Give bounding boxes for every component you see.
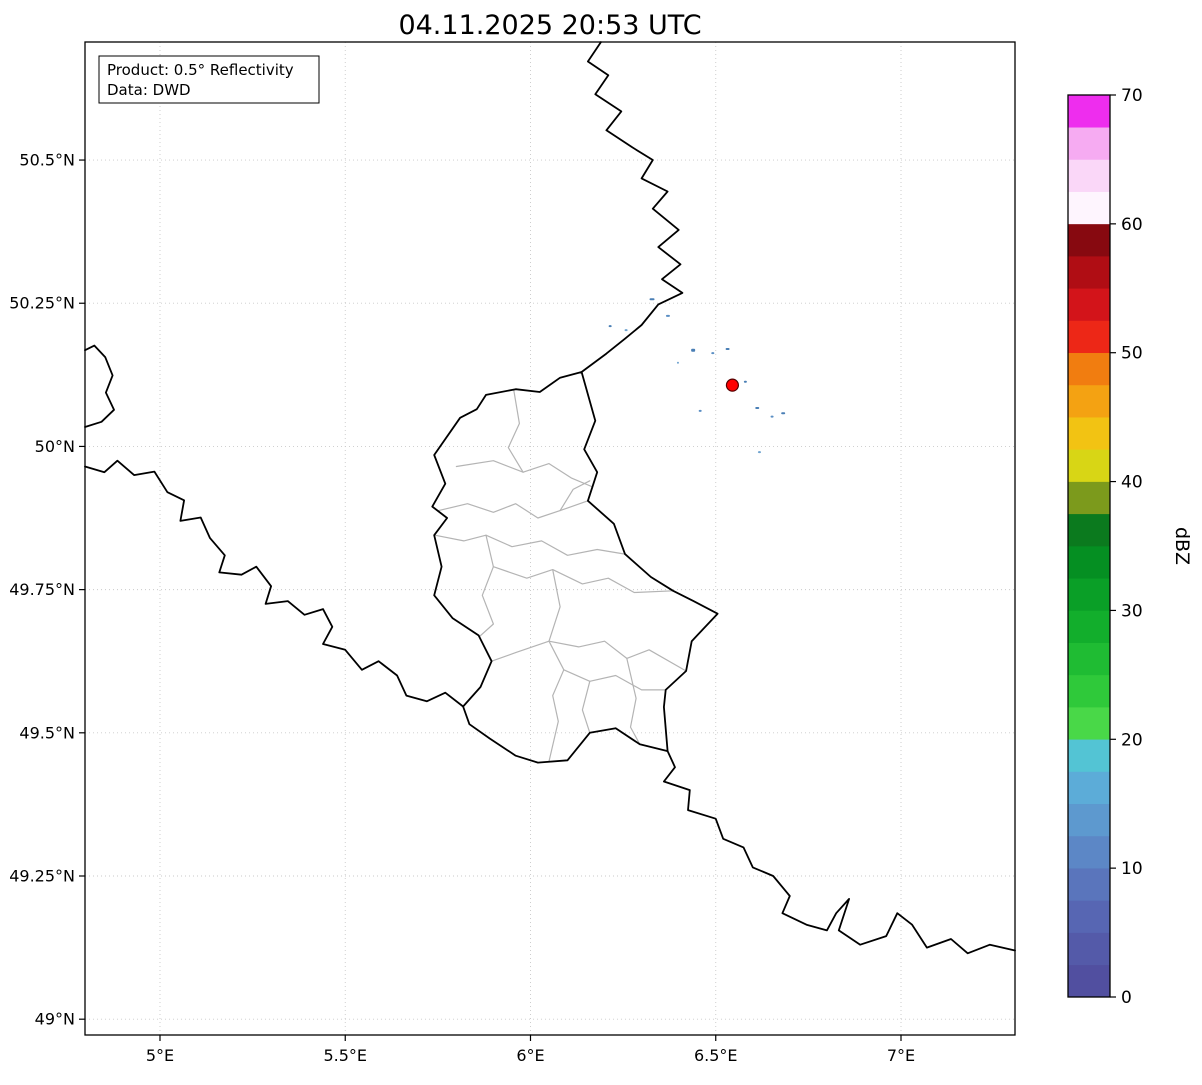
district-border-path (492, 566, 674, 594)
colorbar-tick-label: 0 (1121, 988, 1132, 1008)
colorbar-segment (1068, 126, 1110, 160)
colorbar-segment (1068, 352, 1110, 386)
y-tick-label: 50°N (35, 437, 75, 456)
colorbar-segment (1068, 513, 1110, 547)
precip-echo-speck (770, 415, 774, 418)
country-borders-layer (84, 41, 1016, 955)
x-tick-label: 6.5°E (694, 1046, 738, 1065)
district-border-path (581, 680, 591, 734)
colorbar-segment (1068, 191, 1110, 225)
y-tick-label: 49.25°N (9, 867, 75, 886)
colorbar-axis: 0 10 20 30 40 50 60 70 (1110, 86, 1143, 1008)
plot-frame (84, 41, 1016, 1036)
grid-layer (85, 42, 1015, 1035)
colorbar-segment (1068, 94, 1110, 128)
colorbar-tick-label: 30 (1121, 601, 1143, 621)
colorbar-tick-label: 60 (1121, 215, 1143, 235)
country-border-france-belgium (84, 459, 465, 708)
precip-echo-speck (624, 329, 628, 332)
country-border-luxembourg (431, 371, 719, 764)
colorbar-segment (1068, 835, 1110, 869)
colorbar-segment (1068, 738, 1110, 772)
y-tick-label: 49°N (35, 1010, 75, 1029)
x-tick-label: 5.5°E (323, 1046, 367, 1065)
colorbar-segments (1068, 94, 1110, 998)
colorbar-segment (1068, 255, 1110, 289)
precip-echo-speck (781, 412, 786, 415)
district-border-path (434, 534, 626, 556)
district-border-path (548, 640, 687, 672)
radar-site-layer (725, 378, 740, 392)
district-border-path (559, 480, 591, 512)
colorbar-tick-label: 50 (1121, 344, 1143, 364)
legend-product-line: Product: 0.5° Reflectivity (107, 61, 294, 79)
x-tick-label: 7°E (887, 1046, 915, 1065)
colorbar-segment (1068, 803, 1110, 837)
colorbar-segment (1068, 771, 1110, 805)
y-tick-label: 49.75°N (9, 580, 75, 599)
y-tick-label: 49.5°N (19, 723, 75, 742)
district-border-path (626, 657, 641, 745)
colorbar-segment (1068, 416, 1110, 450)
district-border-path (491, 640, 550, 662)
y-tick-label: 50.25°N (9, 294, 75, 313)
colorbar-segment (1068, 706, 1110, 740)
precip-echo-speck (725, 348, 730, 351)
colorbar-segment (1068, 642, 1110, 676)
colorbar-segment (1068, 449, 1110, 482)
colorbar-segment (1068, 674, 1110, 708)
district-border-path (563, 669, 667, 691)
precip-echo-speck (649, 298, 655, 301)
precip-echo-speck (757, 451, 761, 454)
precip-echo-speck (698, 409, 702, 412)
precip-echo-speck (691, 348, 696, 352)
y-axis: 50.5°N 50.25°N 50°N 49.75°N 49.5°N 49.25°N 49°… (9, 151, 85, 1029)
colorbar-segment (1068, 867, 1110, 901)
colorbar-segment (1068, 223, 1110, 257)
x-tick-label: 5°E (146, 1046, 174, 1065)
figure-title: 04.11.2025 20:53 UTC (398, 10, 701, 41)
colorbar-tick-label: 20 (1121, 730, 1143, 750)
colorbar-tick-label: 40 (1121, 473, 1143, 493)
colorbar-segment (1068, 545, 1110, 579)
precip-echo-speck (755, 407, 760, 410)
colorbar-axis-label: dBZ (1171, 527, 1193, 565)
country-border-france-belgium-givet (84, 344, 115, 428)
x-axis: 5°E 5.5°E 6°E 6.5°E 7°E (146, 1035, 915, 1065)
colorbar-tick-label: 70 (1121, 86, 1143, 106)
legend-box (98, 55, 320, 104)
colorbar-segment (1068, 287, 1110, 321)
colorbar-segment (1068, 964, 1110, 998)
precipitation-layer (608, 298, 786, 454)
colorbar-segment (1068, 320, 1110, 354)
district-border-path (478, 534, 494, 638)
x-tick-label: 6°E (516, 1046, 544, 1065)
colorbar-segment (1068, 610, 1110, 643)
country-border-france-germany (663, 750, 1016, 955)
colorbar-segment (1068, 481, 1110, 515)
colorbar-segment (1068, 384, 1110, 418)
precip-echo-speck (665, 314, 670, 317)
district-borders-layer (434, 389, 687, 763)
precip-echo-speck (711, 352, 715, 355)
colorbar-segment (1068, 932, 1110, 966)
precip-echo-speck (676, 361, 679, 364)
district-border-path (438, 500, 589, 519)
country-border-belgium-germany (580, 41, 684, 373)
district-border-path (507, 389, 524, 473)
legend-data-source-line: Data: DWD (107, 81, 191, 99)
precip-echo-speck (608, 325, 612, 328)
y-tick-label: 50.5°N (19, 151, 75, 170)
precip-echo-speck (743, 380, 747, 383)
colorbar-segment (1068, 900, 1110, 933)
radar-site-marker (725, 378, 740, 392)
colorbar-tick-label: 10 (1121, 859, 1143, 879)
district-border-path (455, 460, 593, 488)
colorbar-segment (1068, 159, 1110, 192)
colorbar-segment (1068, 577, 1110, 611)
colorbar-frame (1067, 94, 1111, 998)
